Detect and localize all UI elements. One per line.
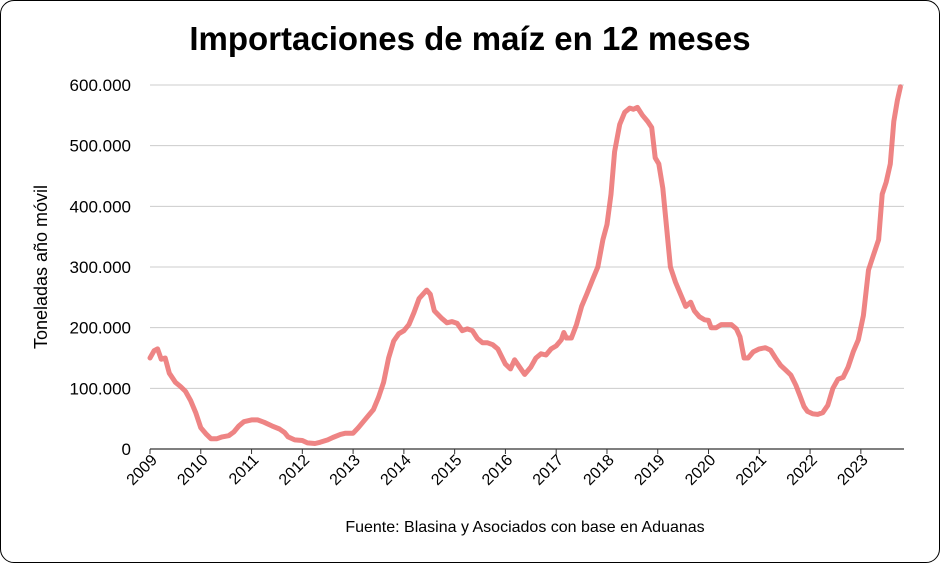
y-tick-label: 100.000 xyxy=(70,379,131,398)
x-tick-label: 2016 xyxy=(479,452,516,489)
chart-title: Importaciones de maíz en 12 meses xyxy=(189,20,750,57)
x-tick-label: 2020 xyxy=(682,452,719,489)
x-tick-label: 2017 xyxy=(530,452,567,489)
x-tick-label: 2012 xyxy=(276,452,313,489)
y-axis-label: Toneladas año móvil xyxy=(31,185,51,349)
x-tick-label: 2019 xyxy=(631,452,668,489)
x-axis-ticks: 2009 2010 2011 2012 2013 2014 2015 2016 2017 2018… xyxy=(124,449,872,489)
x-tick-label: 2013 xyxy=(327,452,364,489)
x-tick-label: 2015 xyxy=(428,452,465,489)
x-tick-label: 2010 xyxy=(174,452,211,489)
x-tick-label: 2022 xyxy=(784,452,821,489)
x-tick-label: 2018 xyxy=(581,452,618,489)
y-tick-label: 600.000 xyxy=(70,76,131,95)
x-tick-label: 2011 xyxy=(226,452,262,488)
y-tick-label: 400.000 xyxy=(70,197,131,216)
y-tick-label: 200.000 xyxy=(70,319,131,338)
y-tick-label: 300.000 xyxy=(70,258,131,277)
x-tick-label: 2021 xyxy=(733,452,770,489)
gridlines xyxy=(150,84,904,389)
y-axis-ticks: 0 100.000 200.000 300.000 400.000 500.000 600.… xyxy=(70,76,131,459)
x-tick-label: 2023 xyxy=(834,452,871,489)
y-tick-label: 0 xyxy=(122,440,131,459)
series-layer xyxy=(147,84,903,446)
series-line xyxy=(147,84,903,446)
y-tick-label: 500.000 xyxy=(70,137,131,156)
x-tick-label: 2014 xyxy=(378,452,415,489)
source-note: Fuente: Blasina y Asociados con base en … xyxy=(345,519,704,536)
